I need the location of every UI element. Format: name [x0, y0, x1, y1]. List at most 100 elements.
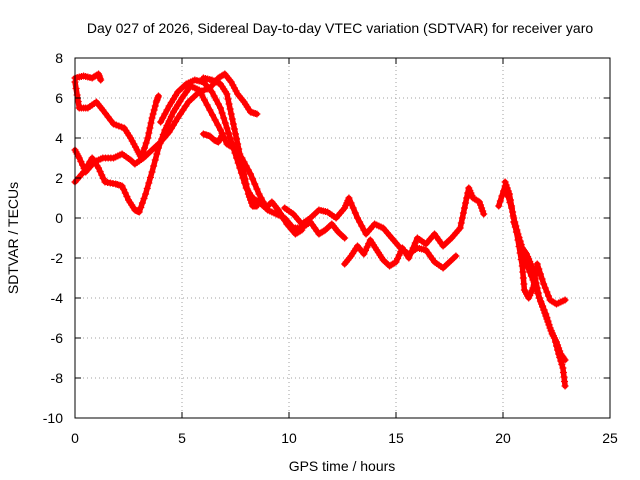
data-point [232, 87, 240, 95]
data-point [214, 121, 222, 129]
data-point [234, 140, 242, 148]
data-point [411, 239, 419, 247]
data-point [147, 119, 155, 127]
data-point [240, 170, 248, 178]
data-point [535, 265, 543, 273]
data-point [242, 180, 250, 188]
data-point [257, 200, 265, 207]
y-tick-label: -10 [43, 410, 63, 426]
data-point [503, 184, 511, 192]
data-point [446, 258, 453, 266]
data-point [363, 243, 371, 251]
data-point [236, 150, 244, 158]
y-tick-label: 2 [55, 170, 63, 186]
data-point [463, 194, 471, 202]
data-point [151, 102, 159, 110]
y-tick-label: 8 [55, 50, 63, 66]
data-point [220, 114, 228, 122]
data-point [208, 111, 216, 119]
data-point [508, 202, 516, 210]
data-point [460, 204, 468, 212]
data-point [392, 258, 400, 266]
data-point [504, 187, 512, 195]
data-point [542, 310, 550, 318]
data-point [229, 144, 237, 152]
chart-title: Day 027 of 2026, Sidereal Day-to-day VTE… [87, 20, 593, 36]
data-point [96, 168, 104, 175]
x-axis-label: GPS time / hours [289, 458, 396, 474]
data-point [77, 158, 85, 165]
data-point [221, 119, 229, 127]
data-point [541, 284, 549, 292]
data-point [120, 186, 128, 193]
data-point [217, 104, 225, 112]
series-10 [495, 182, 569, 308]
data-point [239, 165, 247, 173]
data-point [141, 144, 149, 152]
y-axis-label: SDTVAR / TECUs [5, 182, 21, 294]
data-point [336, 230, 344, 237]
data-point [176, 110, 184, 118]
data-point [208, 88, 216, 96]
data-point [474, 197, 482, 205]
data-point [243, 185, 251, 193]
series-3 [71, 70, 261, 176]
data-point [237, 155, 245, 163]
data-point [127, 134, 135, 142]
data-point [550, 334, 558, 342]
series-11 [501, 178, 569, 364]
data-point [395, 251, 403, 259]
data-point [219, 71, 227, 79]
data-point [505, 190, 513, 198]
data-point [351, 209, 359, 217]
data-point [241, 175, 249, 183]
x-tick-label: 25 [602, 430, 618, 446]
data-point [128, 137, 136, 145]
data-point [163, 122, 171, 129]
data-point [211, 116, 219, 124]
data-point [118, 182, 126, 190]
data-point [439, 264, 447, 272]
data-point [246, 196, 254, 204]
series-1 [71, 70, 105, 84]
data-point [516, 238, 524, 246]
axes: 0 5 10 15 20 25 -10 -8 -6 -4 -2 0 2 4 6 8 [43, 50, 618, 446]
data-point [506, 196, 514, 204]
y-tick-label: 4 [55, 130, 63, 146]
data-point [533, 260, 541, 268]
data-point [496, 197, 504, 205]
data-point [390, 259, 398, 267]
data-point [519, 268, 527, 276]
data-point [511, 223, 519, 231]
data-point [553, 342, 560, 350]
data-point [495, 202, 503, 210]
data-point [538, 275, 546, 283]
data-point [165, 117, 173, 125]
data-point [230, 84, 238, 92]
data-point [341, 234, 349, 242]
x-tick-label: 20 [495, 430, 511, 446]
series-group [71, 70, 569, 390]
data-point [334, 228, 342, 236]
data-point [543, 314, 551, 321]
data-point [479, 207, 487, 215]
data-point [161, 110, 169, 118]
data-point [540, 306, 548, 314]
data-point [195, 86, 203, 94]
data-point [174, 114, 182, 122]
data-point [245, 193, 253, 201]
data-point [457, 219, 465, 227]
data-point [561, 382, 569, 390]
data-point [203, 101, 211, 109]
data-point [258, 201, 266, 209]
data-point [235, 145, 243, 153]
data-point [524, 264, 532, 272]
data-point [337, 231, 345, 239]
data-point [225, 100, 233, 108]
series-line [72, 79, 162, 161]
x-tick-label: 5 [178, 430, 186, 446]
data-point [219, 130, 227, 138]
data-point [480, 210, 488, 218]
data-point [449, 255, 457, 263]
data-point [253, 185, 261, 193]
